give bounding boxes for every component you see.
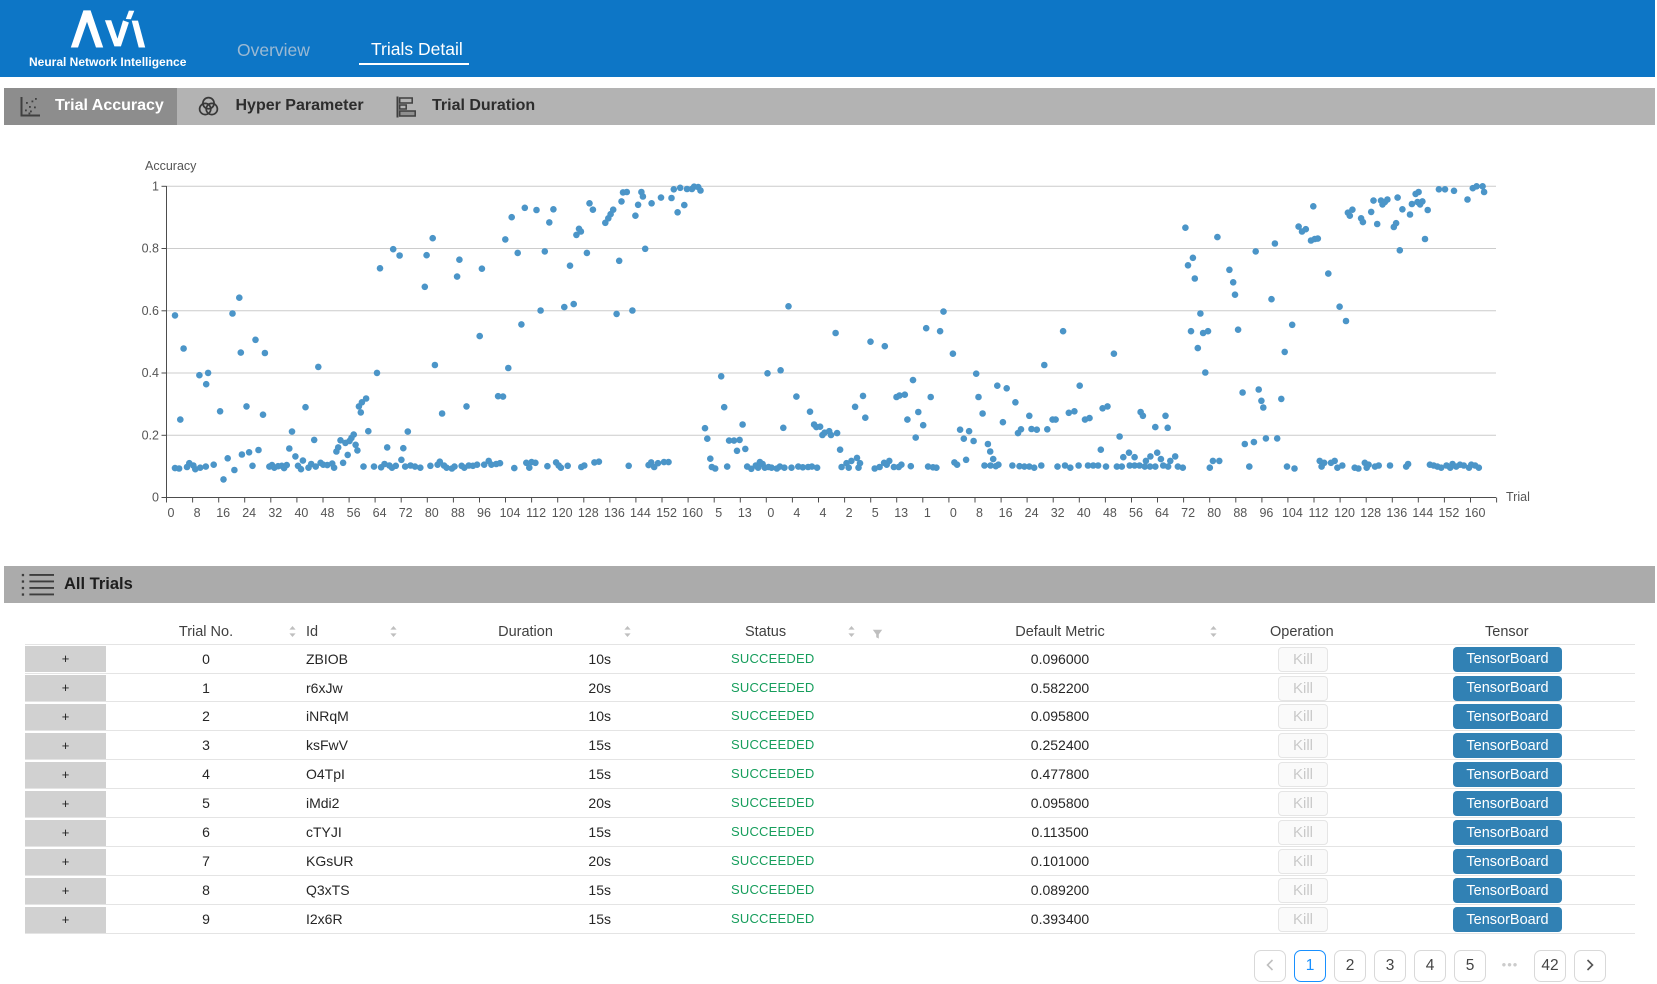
svg-text:120: 120: [552, 506, 573, 520]
svg-text:104: 104: [500, 506, 521, 520]
svg-text:8: 8: [976, 506, 983, 520]
svg-text:4: 4: [820, 506, 827, 520]
svg-text:5: 5: [715, 506, 722, 520]
svg-text:40: 40: [294, 506, 308, 520]
svg-text:32: 32: [268, 506, 282, 520]
svg-text:112: 112: [526, 506, 546, 520]
svg-text:72: 72: [399, 506, 413, 520]
svg-text:104: 104: [1282, 506, 1303, 520]
svg-text:144: 144: [1412, 506, 1433, 520]
svg-text:0.6: 0.6: [142, 304, 159, 318]
svg-text:1: 1: [924, 506, 931, 520]
svg-text:8: 8: [194, 506, 201, 520]
svg-text:0: 0: [152, 491, 159, 505]
svg-text:16: 16: [999, 506, 1013, 520]
svg-text:96: 96: [1259, 506, 1273, 520]
svg-text:24: 24: [242, 506, 256, 520]
svg-text:Accuracy: Accuracy: [145, 159, 197, 173]
svg-text:64: 64: [373, 506, 387, 520]
svg-text:Trial: Trial: [1506, 490, 1530, 504]
svg-text:5: 5: [872, 506, 879, 520]
svg-text:13: 13: [738, 506, 752, 520]
svg-text:64: 64: [1155, 506, 1169, 520]
svg-text:0: 0: [168, 506, 175, 520]
svg-text:96: 96: [477, 506, 491, 520]
svg-text:24: 24: [1025, 506, 1039, 520]
svg-text:56: 56: [1129, 506, 1143, 520]
svg-text:0: 0: [767, 506, 774, 520]
svg-text:0.8: 0.8: [142, 242, 159, 256]
svg-text:0: 0: [950, 506, 957, 520]
svg-text:112: 112: [1309, 506, 1329, 520]
svg-text:40: 40: [1077, 506, 1091, 520]
svg-text:32: 32: [1051, 506, 1065, 520]
svg-text:88: 88: [1233, 506, 1247, 520]
svg-text:48: 48: [321, 506, 335, 520]
svg-text:128: 128: [578, 506, 599, 520]
svg-text:0.4: 0.4: [142, 366, 159, 380]
svg-text:4: 4: [793, 506, 800, 520]
svg-text:13: 13: [894, 506, 908, 520]
svg-text:80: 80: [1207, 506, 1221, 520]
svg-text:88: 88: [451, 506, 465, 520]
svg-text:1: 1: [152, 179, 159, 193]
svg-text:160: 160: [1465, 506, 1486, 520]
svg-text:144: 144: [630, 506, 651, 520]
svg-text:0.2: 0.2: [142, 428, 159, 442]
svg-text:128: 128: [1360, 506, 1381, 520]
svg-text:48: 48: [1103, 506, 1117, 520]
svg-text:16: 16: [216, 506, 230, 520]
svg-text:80: 80: [425, 506, 439, 520]
svg-text:136: 136: [604, 506, 625, 520]
svg-text:136: 136: [1386, 506, 1407, 520]
svg-text:160: 160: [682, 506, 703, 520]
svg-text:120: 120: [1334, 506, 1355, 520]
svg-text:2: 2: [846, 506, 853, 520]
svg-text:152: 152: [1438, 506, 1459, 520]
svg-text:72: 72: [1181, 506, 1195, 520]
svg-text:56: 56: [347, 506, 361, 520]
svg-text:152: 152: [656, 506, 677, 520]
